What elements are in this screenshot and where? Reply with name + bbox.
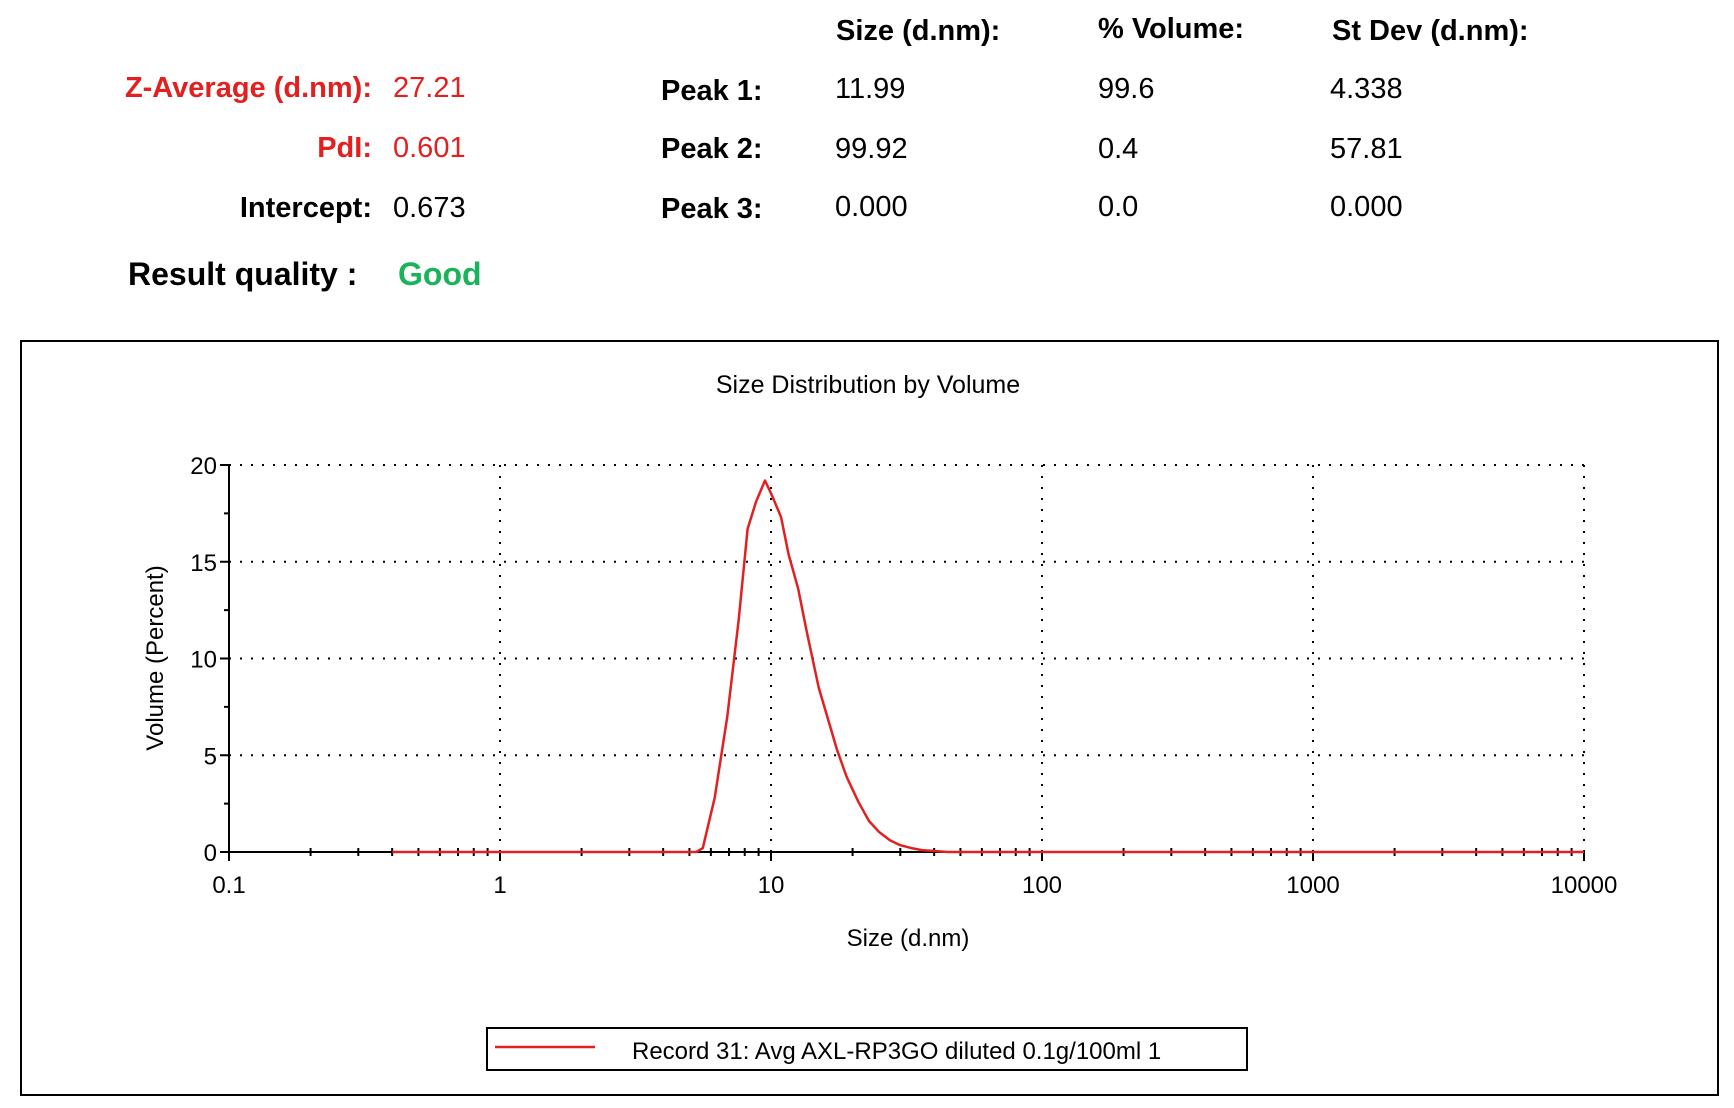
intercept-value: 0.673	[393, 192, 466, 224]
x-tick-label: 1	[493, 872, 506, 899]
series-line	[392, 479, 1584, 854]
pdi-value: 0.601	[393, 132, 466, 164]
volume-column-header: % Volume:	[1098, 13, 1245, 45]
size-column-header: Size (d.nm):	[836, 15, 1001, 47]
peak-3-stdev: 0.000	[1330, 191, 1403, 223]
peak-3-label: Peak 3:	[661, 193, 763, 225]
y-tick-label: 5	[204, 743, 217, 770]
y-tick-label: 10	[190, 647, 217, 674]
y-tick-label: 15	[190, 550, 217, 577]
x-tick-label: 10000	[1551, 872, 1618, 899]
stdev-column-header: St Dev (d.nm):	[1332, 15, 1529, 47]
x-tick-label: 1000	[1286, 872, 1339, 899]
y-axis-label: Volume (Percent)	[142, 565, 169, 750]
legend-box	[486, 1027, 1248, 1071]
peak-2-volume: 0.4	[1098, 133, 1139, 165]
peak-1-label: Peak 1:	[661, 75, 763, 107]
peak-1-volume: 99.6	[1098, 73, 1155, 105]
chart-title: Size Distribution by Volume	[716, 371, 1020, 399]
z-average-value: 27.21	[393, 72, 466, 104]
chart-panel	[20, 340, 1719, 1096]
x-axis-label: Size (d.nm)	[847, 925, 970, 952]
peak-2-label: Peak 2:	[661, 133, 763, 165]
z-average-label: Z-Average (d.nm):	[124, 72, 372, 104]
peak-2-stdev: 57.81	[1330, 133, 1403, 165]
legend-label: Record 31: Avg AXL-RP3GO diluted 0.1g/10…	[632, 1038, 1161, 1065]
x-tick-label: 10	[758, 872, 785, 899]
peak-1-size: 11.99	[835, 73, 906, 105]
peak-3-volume: 0.0	[1098, 191, 1139, 223]
pdi-label: PdI:	[317, 132, 372, 164]
y-tick-label: 20	[190, 453, 217, 480]
peak-1-stdev: 4.338	[1330, 73, 1403, 105]
y-tick-label: 0	[204, 840, 217, 867]
peak-3-size: 0.000	[835, 191, 908, 223]
result-quality-label: Result quality :	[128, 256, 358, 292]
x-tick-label: 0.1	[212, 872, 245, 899]
peak-2-size: 99.92	[835, 133, 908, 165]
intercept-label: Intercept:	[239, 192, 372, 224]
x-tick-label: 100	[1022, 872, 1062, 899]
result-quality-value: Good	[398, 256, 482, 292]
